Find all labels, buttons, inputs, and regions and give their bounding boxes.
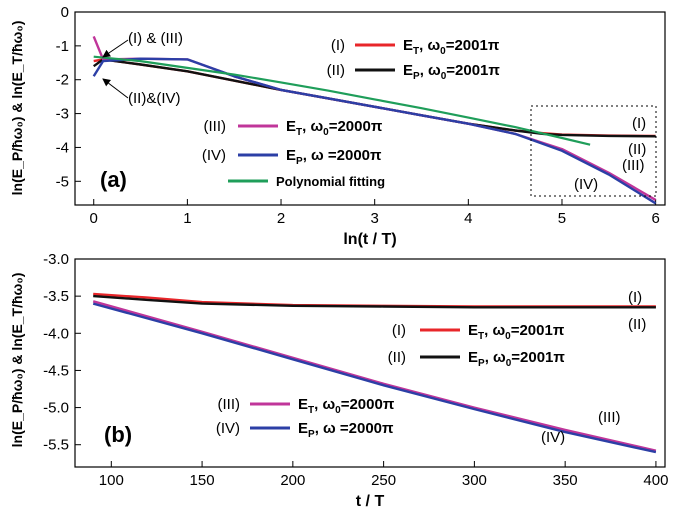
y-axis-label-a: ln(E_P/ħω₀) & ln(E_T/ħω₀) — [9, 21, 25, 196]
legend-label: Polynomial fitting — [276, 174, 385, 189]
y-tick-label: -3.0 — [43, 251, 69, 268]
legend-number: (II) — [327, 62, 345, 79]
zoom-box — [530, 105, 657, 197]
panel-label-a: (a) — [100, 167, 127, 192]
annotation-ii-iv: (II)&(IV) — [128, 90, 181, 107]
x-tick-label: 0 — [90, 210, 98, 227]
legend-number: (II) — [388, 349, 406, 366]
x-tick-label: 100 — [99, 472, 124, 489]
y-tick-label: -2 — [56, 72, 69, 89]
y-tick-label: -3 — [56, 106, 69, 123]
curve-label-b-i: (I) — [628, 289, 642, 306]
legend-number: (I) — [331, 37, 345, 54]
x-tick-label: 2 — [277, 210, 285, 227]
legend-number: (I) — [392, 322, 406, 339]
curve-label-b-iii: (III) — [598, 409, 621, 426]
series-line-III — [92, 300, 657, 452]
legend-label: EP, ω0=2001π — [468, 349, 565, 369]
x-axis-label-b: t / T — [356, 493, 385, 510]
legend-label: EP, ω =2000π — [298, 420, 394, 440]
legend-label: ET, ω0=2000π — [286, 118, 383, 138]
x-tick-label: 150 — [190, 472, 215, 489]
y-ticks-a: 0 -1 -2 -3 -4 -5 — [56, 4, 81, 190]
y-tick-label: -4 — [56, 139, 69, 156]
legend-number: (III) — [204, 118, 227, 135]
x-tick-label: 200 — [280, 472, 305, 489]
panel-a: 0 1 2 3 4 5 6 0 -1 -2 -3 -4 -5 (I) ET, ω0=2001π (II) E… — [9, 4, 666, 248]
curve-label-b-ii: (II) — [628, 316, 646, 333]
x-axis-label-a: ln(t / T) — [343, 231, 396, 248]
plot-frame-b — [74, 258, 666, 468]
legend-label: EP, ω =2000π — [286, 147, 382, 167]
curve-label-a-i: (I) — [632, 115, 646, 132]
annotation-i-iii: (I) & (III) — [128, 30, 183, 47]
curve-label-a-iii: (III) — [622, 157, 645, 174]
y-tick-label: -3.5 — [43, 288, 69, 305]
series-line-IV — [92, 302, 657, 454]
legend-label: EP, ω0=2001π — [403, 62, 500, 82]
legend-a: (I) ET, ω0=2001π (II) EP, ω0=2001π (III) ET, … — [202, 37, 501, 189]
y-tick-label: -1 — [56, 38, 69, 55]
x-ticks-b: 100 150 200 250 300 350 400 — [99, 461, 668, 489]
y-ticks-b: -3.0 -3.5 -4.0 -4.5 -5.0 -5.5 — [43, 251, 81, 454]
series-line-IV — [92, 57, 657, 205]
annotation-arrow-1 — [102, 39, 129, 58]
x-tick-label: 4 — [464, 210, 472, 227]
x-ticks-a: 0 1 2 3 4 5 6 — [90, 199, 660, 227]
series-b — [92, 292, 657, 454]
x-tick-label: 250 — [371, 472, 396, 489]
curve-label-b-iv: (IV) — [541, 429, 565, 446]
legend-number: (III) — [218, 396, 241, 413]
legend-label: ET, ω0=2000π — [298, 396, 395, 416]
x-tick-label: 350 — [553, 472, 578, 489]
series-a — [92, 35, 657, 205]
panel-label-b: (b) — [104, 422, 132, 447]
legend-label: ET, ω0=2001π — [468, 322, 565, 342]
x-tick-label: 3 — [371, 210, 379, 227]
x-tick-label: 5 — [558, 210, 566, 227]
x-tick-label: 400 — [643, 472, 668, 489]
series-line-II — [93, 294, 656, 309]
panel-b: 100 150 200 250 300 350 400 -3.0 -3.5 -4.0 -4.5 -5… — [9, 251, 668, 510]
legend-number: (IV) — [202, 147, 226, 164]
legend-number: (IV) — [216, 420, 240, 437]
legend-label: ET, ω0=2001π — [403, 37, 500, 57]
series-line-I — [93, 292, 656, 308]
plot-frame-a — [74, 11, 666, 206]
series-line-fit — [93, 55, 591, 146]
annotation-arrow-2 — [102, 78, 129, 99]
x-tick-label: 6 — [651, 210, 659, 227]
x-tick-label: 1 — [183, 210, 191, 227]
y-axis-label-b: ln(E_P/ħω₀) & ln(E_T/ħω₀) — [9, 273, 25, 448]
y-tick-label: -5.5 — [43, 437, 69, 454]
legend-b: (I) ET, ω0=2001π (II) EP, ω0=2001π (III) ET, … — [216, 322, 566, 440]
curve-label-a-ii: (II) — [628, 141, 646, 158]
y-tick-label: -4.5 — [43, 362, 69, 379]
curve-label-a-iv: (IV) — [574, 176, 598, 193]
x-tick-label: 300 — [462, 472, 487, 489]
y-tick-label: 0 — [61, 4, 69, 21]
y-tick-label: -5 — [56, 173, 69, 190]
y-tick-label: -4.0 — [43, 325, 69, 342]
y-tick-label: -5.0 — [43, 400, 69, 417]
